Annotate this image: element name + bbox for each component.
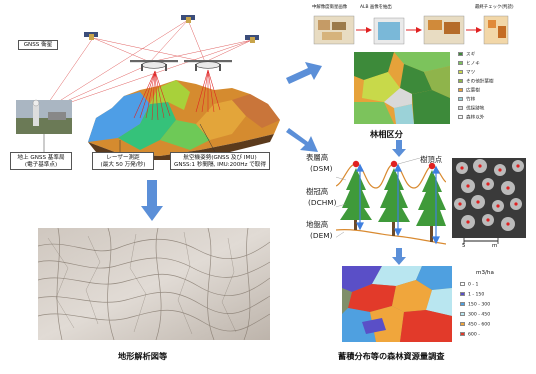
terrain-3d [88, 80, 280, 160]
scale-bar [463, 238, 499, 244]
flow-right-label: 最終チェック(判読) [475, 5, 514, 10]
legend-swatch-600-plus [460, 332, 465, 336]
forest-volume-map [342, 266, 452, 342]
forest-type-map [354, 52, 450, 124]
laser-ranging-label: レーザー測距 (最大 50 万発/秒) [92, 152, 154, 170]
survey-scene [16, 15, 280, 160]
dsm-abbr: (DSM) [310, 164, 333, 173]
dem-abbr: (DEM) [310, 231, 333, 240]
forest-type-flow [313, 15, 509, 45]
tree-2 [378, 168, 410, 236]
arrow-to-canopy-icon [286, 128, 318, 152]
arrow-down-canopy-icon [392, 140, 406, 157]
gnss-satellite-1 [84, 32, 98, 40]
volume-legend: 0 - 1 1 - 150 150 - 300 300 - 450 450 - … [460, 282, 520, 342]
scale-label-left: 5 [462, 243, 466, 249]
dsm-label: 表層高 [306, 153, 329, 162]
legend-swatch-150-300 [460, 302, 465, 306]
tree-3 [416, 170, 446, 242]
flow-mid-label: ALB 画像を抽出 [360, 5, 392, 10]
tree-top-label: 樹頂点 [420, 155, 443, 164]
flow-left-label: 中解像度衛星画像 [312, 5, 348, 10]
survey-aircraft-2 [184, 60, 232, 71]
tree-top-point-3 [428, 162, 436, 170]
legend-swatch-450-600 [460, 322, 465, 326]
gnss-satellite-3 [245, 35, 259, 43]
terrain-analysis-caption: 地形解析図等 [118, 351, 168, 361]
legend-swatch-non-forest [458, 115, 463, 119]
gnss-satellite-2 [181, 15, 195, 23]
legend-swatch-1-150 [460, 292, 465, 296]
ground-station-photo [16, 99, 72, 134]
legend-swatch-matsu [458, 70, 463, 74]
forest-type-legend: スギ ヒノキ マツ その他針葉樹 広葉樹 竹林 伐採跡地 森林以外 [458, 52, 518, 126]
canopy-height-diagram [336, 158, 446, 245]
laser-beams [133, 69, 221, 121]
legend-swatch-bamboo [458, 97, 463, 101]
forest-type-caption: 林相区分 [370, 129, 403, 139]
gnss-satellite-label: GNSS 衛星 [18, 40, 58, 50]
legend-swatch-other-conifer [458, 79, 463, 83]
arrow-down-volume-icon [392, 248, 406, 265]
arrow-down-terrain-icon [141, 180, 163, 221]
dem-label: 地盤高 [306, 220, 329, 229]
legend-swatch-300-450 [460, 312, 465, 316]
aircraft-attitude-label: 航空機姿勢(GNSS 及び IMU) GNSS:1 秒間隔, IMU:200Hz… [170, 152, 270, 170]
canopy-tree-top-raster [452, 158, 526, 238]
terrain-analysis-map [38, 228, 270, 340]
dchm-label: 樹冠高 [306, 187, 329, 196]
scale-label-right: m [492, 243, 498, 249]
legend-swatch-hinoki [458, 61, 463, 65]
legend-swatch-broadleaf [458, 88, 463, 92]
tree-top-point-2 [390, 160, 398, 168]
ground-station-label: 地上 GNSS 基準局 (電子基準点) [10, 152, 72, 170]
dchm-abbr: (DCHM) [308, 198, 337, 207]
legend-swatch-sugi [458, 52, 463, 56]
forest-volume-caption: 蓄積分布等の森林資源量調査 [338, 351, 445, 361]
tree-1 [340, 168, 372, 230]
survey-aircraft-1 [130, 60, 178, 71]
volume-unit-label: m3/ha [476, 270, 494, 276]
arrow-to-forest-type-icon [286, 62, 322, 84]
legend-swatch-clearcut [458, 106, 463, 110]
legend-swatch-0-1 [460, 282, 465, 286]
gnss-signal-lines [41, 19, 253, 113]
tree-top-point-1 [352, 160, 360, 168]
